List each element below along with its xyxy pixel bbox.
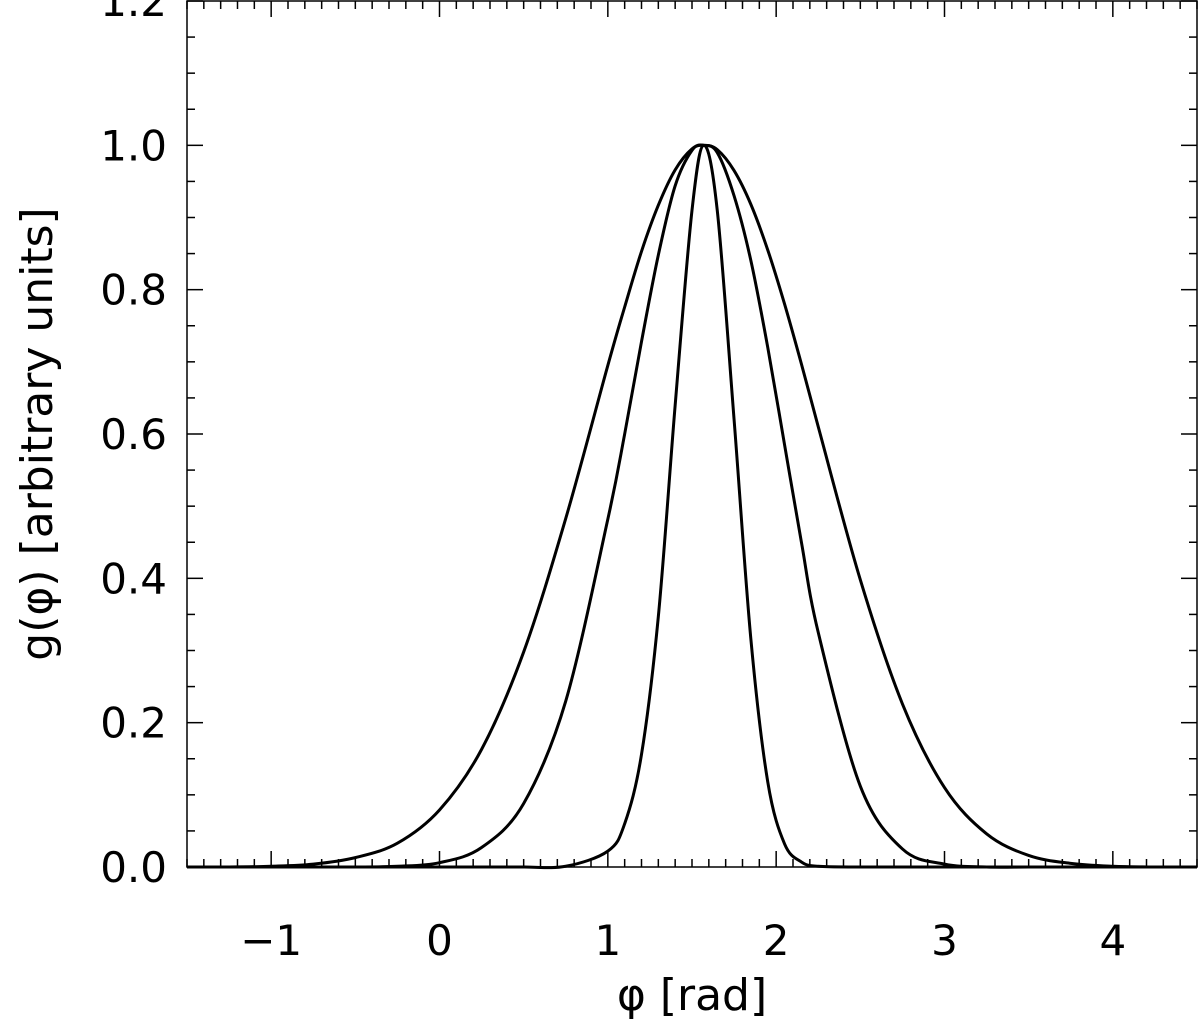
y-tick-label: 0.2 <box>100 699 167 748</box>
y-tick-label: 0.4 <box>100 554 167 603</box>
y-axis-ticks: 0.0 0.2 0.4 0.6 0.8 1.0 1.2 <box>100 0 1197 892</box>
y-tick-label: 0.0 <box>100 843 167 892</box>
x-tick-label: 2 <box>763 916 790 965</box>
series-line-2 <box>187 143 1197 869</box>
series-line-1 <box>186 143 1198 869</box>
plot-frame <box>186 0 1198 868</box>
y-tick-label: 1.2 <box>100 0 167 26</box>
y-tick-label: 0.8 <box>100 266 167 315</box>
y-axis-label: g(φ) [arbitrary units] <box>12 207 63 660</box>
x-axis-label: φ [rad] <box>617 970 767 1020</box>
x-tick-label: 0 <box>426 916 453 965</box>
y-tick-label: 0.6 <box>100 410 167 459</box>
series-layer <box>186 143 1198 870</box>
x-tick-label: −1 <box>240 916 302 965</box>
series-line-3 <box>187 143 1197 870</box>
y-tick-label: 1.0 <box>100 121 167 170</box>
x-tick-label: 3 <box>931 916 958 965</box>
x-tick-label: 4 <box>1099 916 1126 965</box>
x-axis-ticks: −1 0 1 2 3 4 <box>186 1 1198 965</box>
x-tick-label: 1 <box>594 916 621 965</box>
